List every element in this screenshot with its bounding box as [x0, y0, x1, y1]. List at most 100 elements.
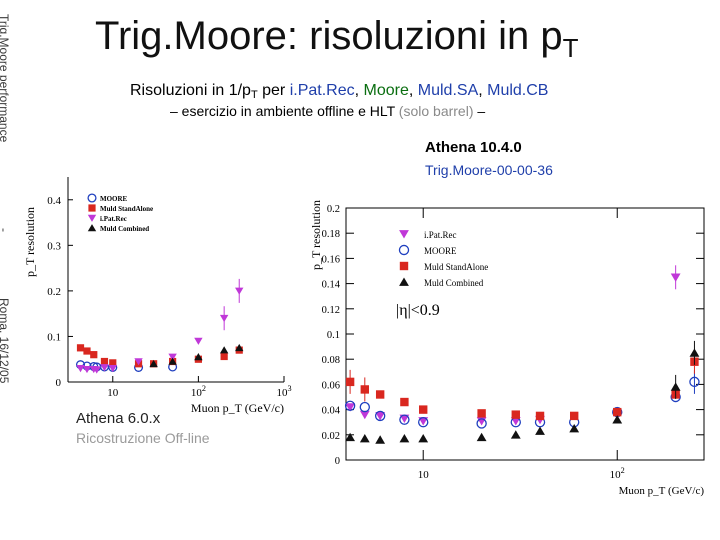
left-legend-label: MOORE [100, 195, 128, 203]
right-data-point [345, 377, 355, 387]
side-caption-dash: - [0, 228, 11, 232]
right-data-point [510, 417, 521, 426]
left-data-point [194, 353, 203, 361]
left-legend-marker [88, 204, 96, 212]
left-xtick-label: 103 [276, 384, 291, 399]
right-legend: i.Pat.Rec MOORE Muld StandAlone Muld Combin… [398, 230, 488, 288]
subtitle-ipatrec: i.Pat.Rec [289, 82, 355, 99]
left-data-point [219, 346, 229, 354]
left-data-point [108, 365, 117, 373]
left-data-point [194, 337, 203, 345]
right-ytick-label: 0.2 [327, 204, 340, 215]
right-ytick-label: 0.06 [322, 380, 340, 391]
left-legend-marker [87, 193, 97, 203]
right-data-point [476, 418, 487, 429]
subtitle-prefix: Risoluzioni in 1/p [130, 82, 251, 99]
right-data-point [375, 390, 385, 399]
left-data-point [149, 359, 158, 368]
left-xlabel: Muon p_T (GeV/c) [191, 401, 284, 415]
right-ylabel-text: p_T resolution [309, 200, 323, 270]
left-data-point [235, 343, 244, 352]
right-data-point [511, 410, 520, 419]
right-xlabel: Muon p_T (GeV/c) [619, 485, 705, 497]
left-data-point [83, 347, 91, 355]
left-data-point [220, 352, 228, 361]
left-data-point [168, 357, 177, 365]
subtitle-muldsa: Muld.SA [417, 82, 479, 99]
right-legend-marker [398, 244, 410, 256]
left-data-point [109, 359, 117, 367]
right-legend-marker [399, 277, 409, 286]
right-legend-marker [399, 230, 409, 239]
right-data-point [510, 430, 521, 439]
right-eta-text: |η|<0.9 [396, 302, 440, 319]
right-plot-frame [345, 207, 705, 461]
right-data-point [375, 435, 386, 444]
slide-title-text: Trig.Moore: risoluzioni in p [95, 14, 563, 58]
bullet-end: – [473, 103, 486, 119]
side-caption-bottom: Roma, 16/12/05 [0, 298, 11, 384]
right-legend-label: i.Pat.Rec [424, 230, 457, 240]
subtitle-per: per [257, 82, 290, 99]
right-data-point [374, 410, 386, 422]
left-data-point [76, 365, 85, 373]
subtitle-sep2: , [408, 82, 418, 99]
left-y-axis: 0 0.1 0.2 0.3 0.4 [47, 195, 73, 389]
right-data-point [359, 401, 371, 413]
athena-old-note: Ricostruzione Off-line [76, 430, 210, 446]
left-data-point [235, 287, 244, 295]
left-xtick-label: 10 [107, 387, 119, 399]
left-data-point [100, 357, 109, 366]
left-data-point [134, 358, 143, 366]
right-data-point [689, 376, 700, 388]
right-data-point [670, 273, 681, 282]
left-data-point [168, 353, 177, 361]
left-legend-marker [87, 224, 97, 232]
slide-bullet: – esercizio in ambiente offline e HLT (s… [170, 103, 485, 119]
slide-title-sub: T [562, 33, 579, 63]
left-ytick-label: 0.1 [47, 331, 61, 343]
right-legend-label: Muld StandAlone [424, 262, 488, 272]
right-data-point [535, 426, 545, 435]
right-data-point [418, 434, 429, 443]
right-data-point [399, 434, 410, 443]
right-data-point [613, 407, 622, 417]
right-data-point [670, 382, 681, 391]
left-ytick-label: 0.3 [47, 240, 61, 252]
left-data-point [100, 364, 109, 372]
left-data-point [90, 351, 98, 359]
left-data-point [82, 365, 92, 374]
subtitle-sep3: , [478, 82, 488, 99]
left-legend-marker [87, 214, 97, 222]
right-data-point [375, 412, 386, 421]
slide-subtitle: Risoluzioni in 1/pT per i.Pat.Rec, Moore… [130, 82, 548, 101]
right-xlabel-text: Muon p_T (GeV/c) [619, 485, 705, 497]
right-data-point [359, 410, 370, 420]
trigmoore-tag: Trig.Moore-00-00-36 [425, 162, 553, 178]
right-legend-label: Muld Combined [424, 278, 484, 288]
right-data-point [569, 411, 579, 421]
right-data-point [418, 417, 429, 426]
left-ylabel: p_T resolution [23, 207, 37, 277]
subtitle-sub: T [250, 89, 258, 101]
chart-left: 0 0.1 0.2 0.3 0.4 10 102 103 p_T resolution Mu… [23, 177, 292, 415]
right-xtick-label: 10 [418, 469, 430, 481]
right-data-point [419, 405, 428, 414]
slide-title: Trig.Moore: risoluzioni in pT [95, 14, 578, 64]
left-ytick-label: 0 [56, 377, 62, 389]
right-ytick-label: 0.12 [322, 305, 340, 316]
left-x-axis: 10 102 103 [107, 376, 292, 399]
right-ytick-label: 0 [335, 456, 340, 467]
left-data-points [75, 278, 244, 374]
right-ytick-label: 0.1 [327, 330, 340, 341]
subtitle-muldcb: Muld.CB [487, 82, 549, 99]
left-data-point [76, 344, 85, 352]
right-data-point [359, 434, 370, 443]
right-ytick-label: 0.16 [322, 254, 340, 265]
left-data-point [219, 314, 229, 323]
right-data-point [399, 414, 410, 423]
left-legend-label: Muld Combined [100, 225, 149, 233]
left-xlabel-text: Muon p_T (GeV/c) [191, 401, 284, 415]
left-data-point [92, 366, 101, 374]
right-data-point [569, 423, 580, 433]
